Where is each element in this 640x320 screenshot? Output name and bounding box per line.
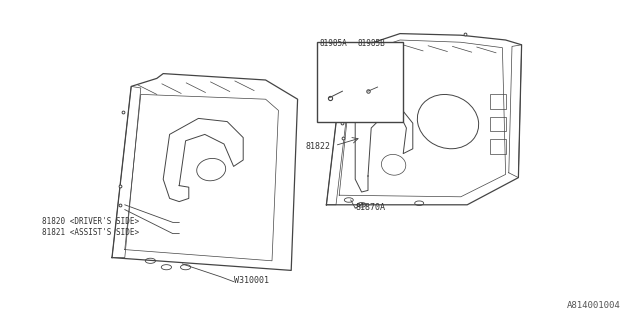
Text: 81821 <ASSIST'S SIDE>: 81821 <ASSIST'S SIDE>: [42, 228, 139, 237]
Text: W310001: W310001: [234, 276, 269, 285]
Text: 81820 <DRIVER'S SIDE>: 81820 <DRIVER'S SIDE>: [42, 217, 139, 226]
Text: 81985B: 81985B: [357, 39, 385, 48]
Text: 81985A: 81985A: [320, 39, 348, 48]
Text: 81870A: 81870A: [355, 203, 385, 212]
Bar: [490, 139, 506, 154]
Bar: [490, 94, 506, 109]
Text: A814001004: A814001004: [567, 301, 621, 310]
Bar: [490, 117, 506, 131]
Text: 81822: 81822: [306, 142, 331, 151]
Bar: [317, 42, 403, 122]
